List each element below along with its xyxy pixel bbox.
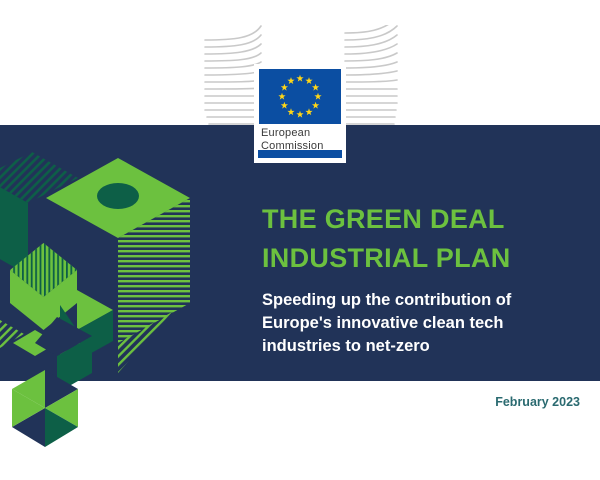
building-sketch-icon (204, 25, 398, 125)
title-line-2: INDUSTRIAL PLAN (262, 243, 511, 273)
eu-flag-icon (258, 69, 342, 158)
page-subtitle: Speeding up the contribution of Europe's… (262, 289, 511, 358)
title-line-1: THE GREEN DEAL (262, 204, 505, 234)
subtitle-line-2: Europe's innovative clean tech (262, 314, 504, 332)
logo-base-bar (258, 150, 342, 158)
logo-org-name: European Commission (261, 127, 324, 152)
cubes-graphic-icon (0, 152, 190, 447)
logo-org-line1: European (261, 127, 311, 139)
publication-date: February 2023 (495, 395, 580, 409)
logo-org-line2: Commission (261, 139, 324, 152)
subtitle-line-1: Speeding up the contribution of (262, 291, 512, 309)
european-commission-logo: European Commission (254, 64, 346, 163)
page-title: THE GREEN DEAL INDUSTRIAL PLAN (262, 200, 511, 278)
subtitle-line-3: industries to net-zero (262, 337, 430, 355)
